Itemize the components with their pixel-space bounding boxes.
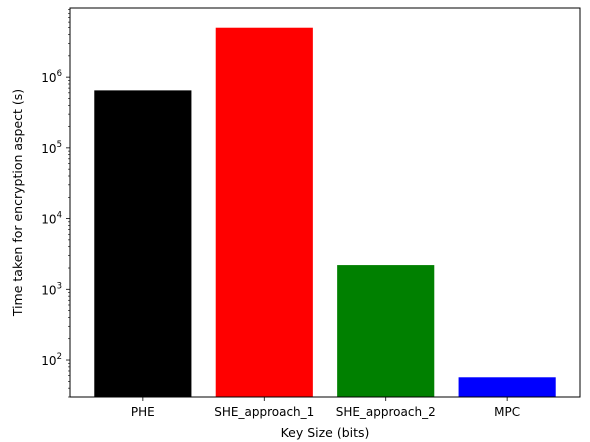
plot-frame bbox=[69, 7, 581, 398]
x-tick-label: SHE_approach_1 bbox=[214, 405, 314, 419]
y-tick-label: 104 bbox=[41, 211, 62, 227]
bar-mpc bbox=[458, 377, 556, 397]
y-tick-label: 105 bbox=[41, 140, 62, 156]
x-tick-label: PHE bbox=[131, 405, 155, 419]
x-tick-label: SHE_approach_2 bbox=[336, 405, 436, 419]
x-axis-label: Key Size (bits) bbox=[281, 425, 370, 440]
x-tick-label: MPC bbox=[494, 405, 520, 419]
y-tick-label: 103 bbox=[41, 281, 62, 297]
bar-she-approach-2 bbox=[337, 265, 435, 397]
bars-group bbox=[94, 27, 556, 398]
x-ticks: PHE SHE_approach_1 SHE_approach_2 MPC bbox=[131, 397, 520, 419]
y-tick-label: 106 bbox=[41, 69, 62, 85]
y-axis-label: Time taken for encryption aspect (s) bbox=[10, 89, 25, 317]
bar-phe bbox=[94, 90, 192, 398]
y-tick-label: 102 bbox=[41, 352, 62, 368]
bar-she-approach-1 bbox=[215, 27, 313, 398]
y-major-ticks: 102 103 104 105 106 bbox=[41, 69, 70, 368]
